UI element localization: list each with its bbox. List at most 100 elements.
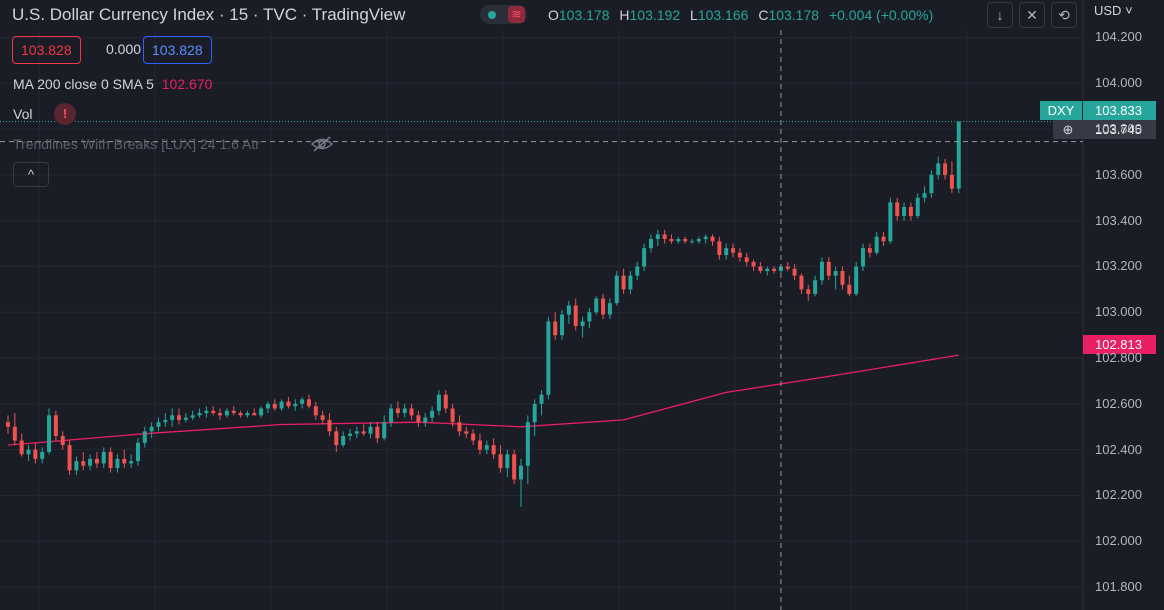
price-axis-tick: 102.800 bbox=[1095, 350, 1142, 366]
ma-indicator-value: 102.670 bbox=[161, 76, 213, 92]
sell-button[interactable]: 103.828 bbox=[12, 36, 81, 64]
candle-up bbox=[74, 461, 79, 471]
candle-up bbox=[929, 174, 934, 194]
warning-icon[interactable]: ! bbox=[54, 103, 76, 125]
vol-indicator-label[interactable]: Vol bbox=[13, 106, 33, 122]
candle-up bbox=[423, 417, 428, 423]
candle-up bbox=[525, 422, 530, 466]
ohlc-high-key: H bbox=[619, 7, 630, 23]
candle-down bbox=[895, 202, 900, 217]
ohlc-values: O103.178 H103.192 L103.166 C103.178 +0.0… bbox=[548, 7, 939, 23]
candle-up bbox=[765, 268, 770, 272]
candle-down bbox=[553, 321, 558, 336]
candle-up bbox=[293, 403, 298, 407]
candle-down bbox=[867, 248, 872, 253]
candle-up bbox=[129, 461, 134, 464]
candle-up bbox=[505, 454, 510, 469]
collapse-icon[interactable]: ✕ bbox=[1019, 2, 1045, 28]
candle-up bbox=[703, 236, 708, 239]
price-axis-tick: 103.000 bbox=[1095, 304, 1142, 320]
candle-down bbox=[334, 431, 339, 446]
candle-down bbox=[395, 408, 400, 414]
candle-down bbox=[772, 268, 777, 272]
candle-up bbox=[833, 271, 838, 276]
candle-down bbox=[53, 415, 58, 436]
price-axis-tick: 102.200 bbox=[1095, 487, 1142, 503]
candle-down bbox=[450, 408, 455, 423]
candle-up bbox=[368, 426, 373, 434]
ma-indicator-legend[interactable]: MA 200 close 0 SMA 5 102.670 bbox=[13, 76, 212, 92]
price-axis-tick: 102.400 bbox=[1095, 441, 1142, 457]
candle-up bbox=[259, 408, 264, 416]
candle-up bbox=[26, 449, 31, 455]
currency-selector[interactable]: USD ˅ bbox=[1094, 3, 1133, 18]
candle-up bbox=[436, 394, 441, 411]
candle-down bbox=[231, 410, 236, 414]
candle-up bbox=[156, 422, 161, 427]
candle-down bbox=[949, 174, 954, 189]
candle-down bbox=[512, 454, 517, 480]
candle-down bbox=[717, 241, 722, 256]
arrow-down-icon[interactable]: ↓ bbox=[987, 2, 1013, 28]
candle-down bbox=[67, 445, 72, 471]
candle-down bbox=[286, 401, 291, 407]
screenshot-icon[interactable]: ⟲ bbox=[1051, 2, 1077, 28]
chevron-up-icon[interactable]: ^ bbox=[13, 162, 49, 187]
candle-up bbox=[190, 415, 195, 418]
ohlc-low-value: 103.166 bbox=[697, 7, 749, 23]
price-axis-tick: 103.200 bbox=[1095, 258, 1142, 274]
price-axis-tick: 103.600 bbox=[1095, 166, 1142, 182]
candle-up bbox=[614, 275, 619, 304]
candle-up bbox=[519, 465, 523, 480]
candle-down bbox=[122, 458, 127, 464]
candle-down bbox=[19, 440, 24, 455]
candle-down bbox=[806, 289, 811, 294]
candle-down bbox=[272, 403, 277, 409]
candle-down bbox=[601, 298, 606, 315]
candle-down bbox=[662, 234, 667, 239]
candle-down bbox=[573, 305, 578, 327]
hidden-eye-icon[interactable] bbox=[310, 135, 334, 153]
ohlc-open-value: 103.178 bbox=[558, 7, 610, 23]
price-axis-tick: 104.000 bbox=[1095, 75, 1142, 91]
candle-up bbox=[655, 234, 660, 239]
candle-up bbox=[354, 431, 359, 434]
price-axis-tick: 104.200 bbox=[1095, 29, 1142, 45]
candle-up bbox=[88, 458, 93, 466]
candle-up bbox=[854, 266, 859, 294]
candle-up bbox=[135, 442, 140, 462]
candle-up bbox=[245, 413, 250, 416]
price-axis-tick: 102.600 bbox=[1095, 395, 1142, 411]
candle-down bbox=[826, 261, 831, 276]
candle-down bbox=[108, 451, 113, 469]
candle-up bbox=[115, 458, 120, 469]
candle-up bbox=[532, 403, 537, 423]
candle-up bbox=[402, 408, 407, 414]
buy-button[interactable]: 103.828 bbox=[143, 36, 212, 64]
market-open-dot bbox=[488, 11, 496, 19]
add-alert-icon[interactable]: ⊕ bbox=[1053, 120, 1083, 139]
candle-up bbox=[642, 248, 647, 267]
candle-up bbox=[587, 312, 592, 322]
candle-down bbox=[327, 419, 332, 432]
candle-up bbox=[724, 248, 729, 256]
candle-down bbox=[908, 206, 913, 217]
candle-up bbox=[539, 394, 544, 404]
candle-up bbox=[580, 321, 585, 327]
candle-up bbox=[163, 419, 168, 423]
candle-down bbox=[375, 426, 380, 439]
symbol-label: DXY bbox=[1040, 101, 1082, 120]
candle-up bbox=[936, 163, 941, 175]
candle-down bbox=[471, 433, 476, 441]
candle-down bbox=[218, 413, 223, 416]
candle-down bbox=[751, 261, 756, 267]
candle-down bbox=[683, 238, 688, 242]
candle-up bbox=[861, 248, 865, 267]
candle-up bbox=[197, 413, 202, 416]
trendlines-indicator-label[interactable]: Trendlines With Breaks [LUX] 24 1.6 Atr bbox=[13, 136, 260, 152]
market-status-pill[interactable]: ≋ bbox=[480, 5, 527, 24]
candle-up bbox=[142, 431, 147, 443]
candle-down bbox=[758, 266, 763, 272]
candle-down bbox=[498, 454, 503, 469]
